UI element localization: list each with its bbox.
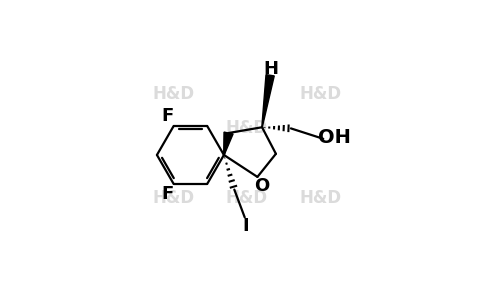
Polygon shape — [224, 132, 233, 155]
Text: H&D: H&D — [226, 119, 268, 137]
Polygon shape — [262, 75, 274, 127]
Text: F: F — [162, 107, 174, 125]
Text: H&D: H&D — [152, 189, 194, 207]
Text: H&D: H&D — [152, 85, 194, 103]
Text: H&D: H&D — [226, 189, 268, 207]
Text: O: O — [254, 177, 269, 195]
Text: F: F — [162, 185, 174, 203]
Text: OH: OH — [318, 128, 351, 147]
Text: H: H — [264, 60, 279, 78]
Text: H&D: H&D — [300, 85, 342, 103]
Text: I: I — [242, 217, 249, 235]
Text: H&D: H&D — [300, 189, 342, 207]
